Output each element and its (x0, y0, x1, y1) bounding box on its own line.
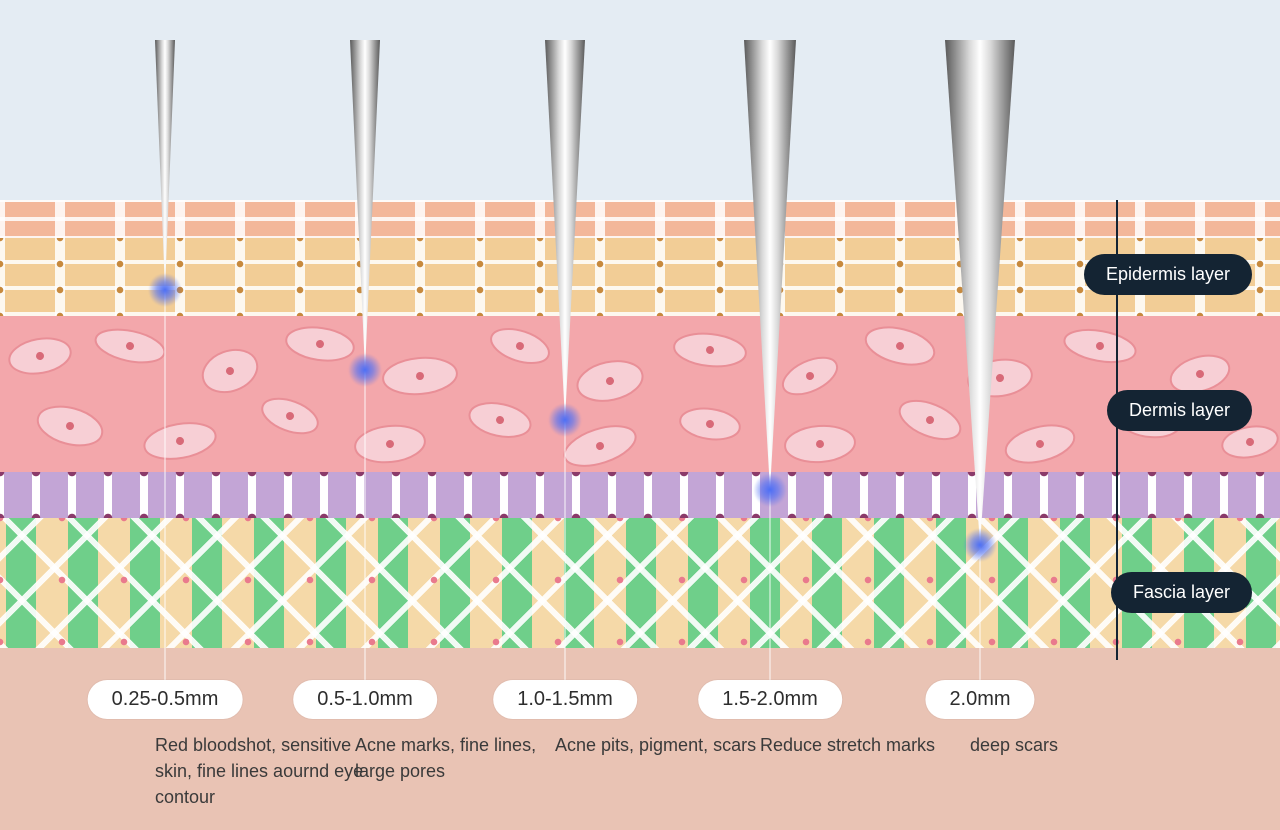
needle-guide-line (365, 370, 366, 680)
layer-label: Fascia layer (1111, 572, 1252, 613)
needle-icon (155, 40, 175, 290)
needle-guide-line (980, 545, 981, 680)
depth-pill: 2.0mm (925, 680, 1034, 719)
layer-label: Dermis layer (1107, 390, 1252, 431)
needle-description: Reduce stretch marks (760, 732, 970, 758)
sky-layer (0, 0, 1280, 200)
needle-icon (545, 40, 585, 420)
layer-label: Epidermis layer (1084, 254, 1252, 295)
needle-tip-glow (963, 528, 997, 562)
fascia-layer (0, 518, 1280, 648)
needle-guide-line (770, 490, 771, 680)
epidermis-top (0, 200, 1280, 240)
depth-pill: 0.25-0.5mm (88, 680, 243, 719)
needle-description: Acne marks, fine lines, large pores (355, 732, 565, 784)
depth-pill: 1.5-2.0mm (698, 680, 842, 719)
depth-pill: 0.5-1.0mm (293, 680, 437, 719)
basal-layer (0, 472, 1280, 518)
needle-tip-glow (348, 353, 382, 387)
needle-guide-line (165, 290, 166, 680)
needle-icon (744, 40, 796, 490)
needle-tip-glow (148, 273, 182, 307)
needle-description: Red bloodshot, sensitive skin, fine line… (155, 732, 365, 810)
needle-description: deep scars (970, 732, 1180, 758)
needle-guide-line (565, 420, 566, 680)
needle-icon (350, 40, 380, 370)
needle-icon (945, 40, 1015, 545)
needle-tip-glow (753, 473, 787, 507)
needle-description: Acne pits, pigment, scars (555, 732, 765, 758)
dermis-layer (0, 316, 1280, 472)
skin-diagram: Epidermis layerDermis layerFascia layer … (0, 0, 1280, 830)
needle-tip-glow (548, 403, 582, 437)
depth-pill: 1.0-1.5mm (493, 680, 637, 719)
